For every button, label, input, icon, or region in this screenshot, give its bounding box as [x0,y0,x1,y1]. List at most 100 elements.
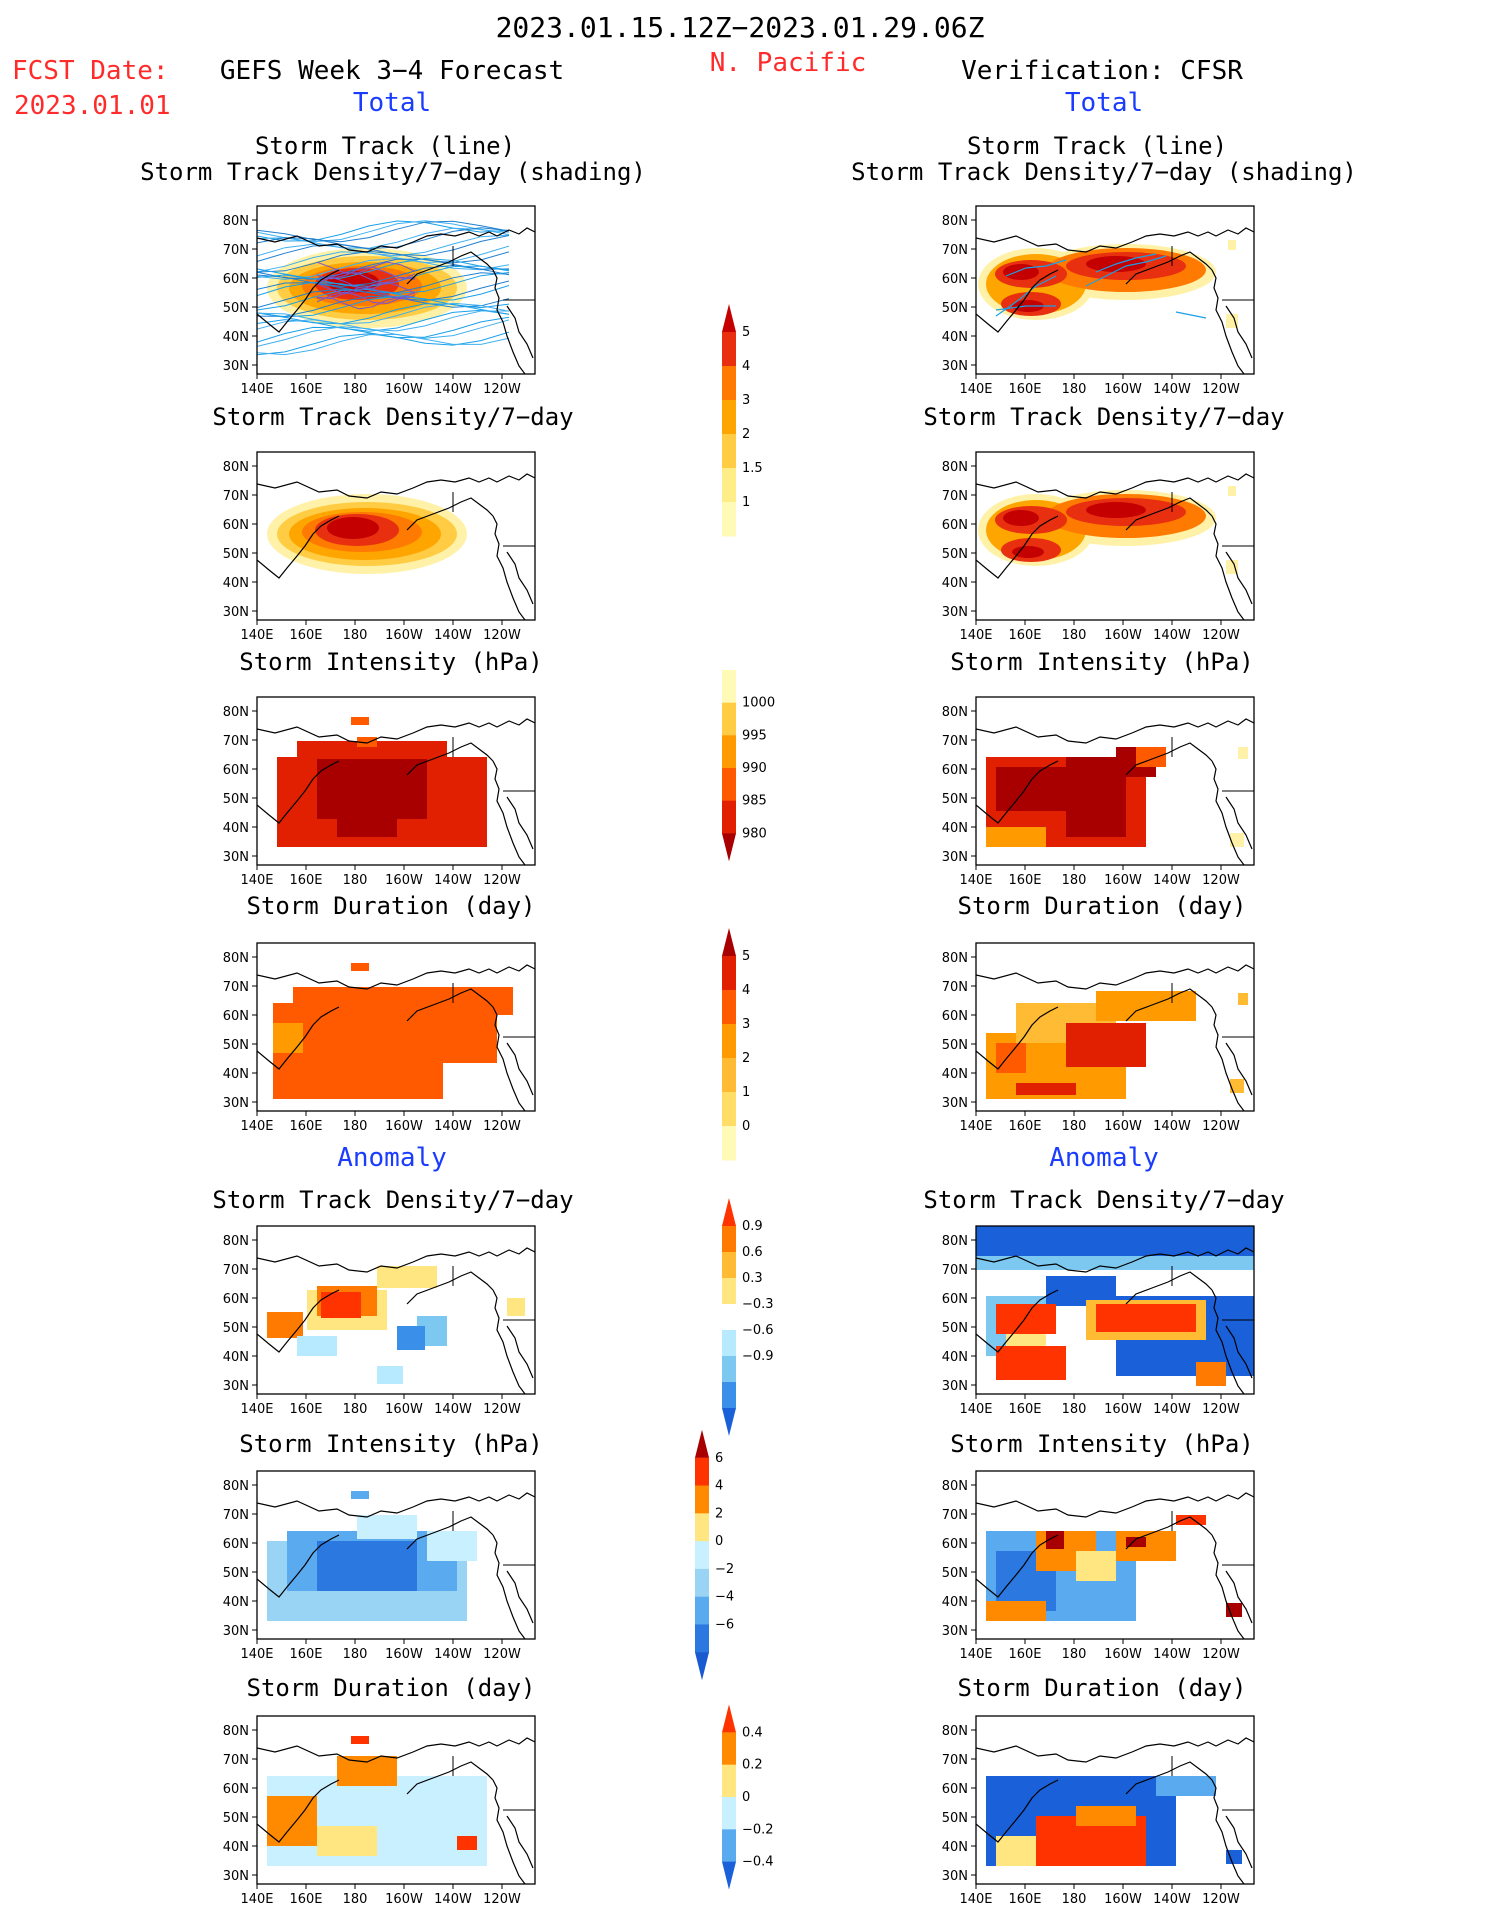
shade-R5 [996,1304,1056,1334]
coastline [257,473,535,499]
storm-track-line [1085,255,1167,287]
colorbar-swatch [722,502,736,537]
map-frame [975,1225,1255,1395]
colorbar-swatch [722,400,736,435]
colorbar-label: 0 [742,1119,750,1134]
right-anomaly-label: Anomaly [1049,1143,1159,1173]
colorbar-swatch [695,1596,709,1625]
coastline [976,1247,1254,1273]
coastline [976,718,1254,744]
colorbar-anom_intensity: 6 4 2 0 −2 −4 −6 [695,1429,734,1681]
shade-R3 [1238,747,1248,759]
shade-L7 [387,1786,447,1806]
border-line [1171,1511,1254,1566]
coastline [976,964,1254,990]
lon-tick-label: 140W [434,382,472,397]
shading-L4 [257,963,535,1111]
shade-R4 [996,1043,1026,1073]
shade-R4 [1230,1079,1244,1093]
title-L2: Storm Track Density/7−day [212,403,574,431]
lon-tick-label: 120W [483,1647,521,1662]
colorbar-swatch [695,1541,709,1570]
lat-tick-label: 60N [942,1292,968,1307]
lon-tick-label: 160E [289,1119,322,1134]
lon-tick-label: 140E [959,382,992,397]
shading-R5 [976,1226,1254,1394]
lat-tick-label: 80N [223,705,249,720]
colorbar-swatch [695,1485,709,1514]
colorbar-label: 4 [715,1479,723,1494]
shade-R2 [1086,502,1146,518]
coastline [976,760,1059,824]
lat-tick-label: 60N [223,1782,249,1797]
colorbar-swatch [695,1457,709,1487]
colorbar-swatch [722,304,736,332]
lat-tick-label: 40N [942,1350,968,1365]
colorbar-label: 1000 [742,696,775,711]
coastline [976,1006,1059,1070]
lat-tick-label: 30N [223,1379,249,1394]
colorbar-swatch [722,670,736,704]
colorbar-swatch [695,1568,709,1598]
shade-R6 [1046,1531,1064,1549]
coastline [257,1247,535,1273]
lon-tick-label: 140W [434,628,472,643]
lat-tick-label: 50N [223,792,249,807]
colorbar-swatch [722,1304,736,1331]
shade-L3 [351,717,369,725]
coastline [406,251,494,285]
shade-R5 [1196,1362,1226,1386]
lon-tick-label: 140E [959,1647,992,1662]
lon-tick-label: 160W [385,1647,423,1662]
lon-tick-label: 120W [1202,382,1240,397]
lat-tick-label: 70N [223,980,249,995]
shade-R1 [1228,240,1236,250]
coastline [1125,1271,1213,1305]
colorbar-swatch [722,1252,736,1279]
lon-tick-label: 140W [1153,628,1191,643]
lon-tick-label: 160E [1008,1892,1041,1907]
lat-tick-label: 50N [942,792,968,807]
lon-tick-label: 180 [343,873,368,888]
colorbar-label: 1.5 [742,461,763,476]
coastline [492,1534,526,1639]
lon-tick-label: 160W [1104,628,1142,643]
storm-track-line [257,310,509,332]
title-R1a: Storm Track (line) [966,132,1228,160]
lat-tick-label: 50N [223,1566,249,1581]
lat-tick-label: 50N [942,1038,968,1053]
colorbar-swatch [722,1058,736,1093]
coastline [976,269,1059,333]
coastline [1125,742,1213,776]
lat-tick-label: 30N [942,850,968,865]
lon-tick-label: 140E [959,1119,992,1134]
period-title: 2023.01.15.12Z−2023.01.29.06Z [495,11,985,44]
border-line [1171,983,1254,1038]
lat-tick-label: 80N [942,460,968,475]
coastline [1211,760,1245,865]
coastline [506,551,534,605]
shade-R3 [986,827,1046,847]
border-line [452,1756,535,1811]
lat-tick-label: 80N [942,705,968,720]
border-line [1171,246,1254,301]
lon-tick-label: 180 [1062,628,1087,643]
map-frame [256,451,536,621]
coastline [406,497,494,531]
lat-tick-label: 30N [223,1624,249,1639]
coastline [492,760,526,865]
shade-L3 [297,741,447,759]
lon-tick-label: 180 [343,1402,368,1417]
region-title: N. Pacific [709,48,867,78]
lon-tick-label: 160W [1104,1402,1142,1417]
lon-tick-label: 140W [434,1119,472,1134]
map-frame [975,205,1255,375]
border-line [452,492,535,547]
coastline [1125,497,1213,531]
colorbar-swatch [722,1764,736,1798]
lat-tick-label: 70N [942,1263,968,1278]
right-total-label: Total [1064,88,1144,118]
lat-tick-label: 80N [223,951,249,966]
lon-tick-label: 180 [343,1892,368,1907]
title-L5: Storm Track Density/7−day [212,1186,574,1214]
